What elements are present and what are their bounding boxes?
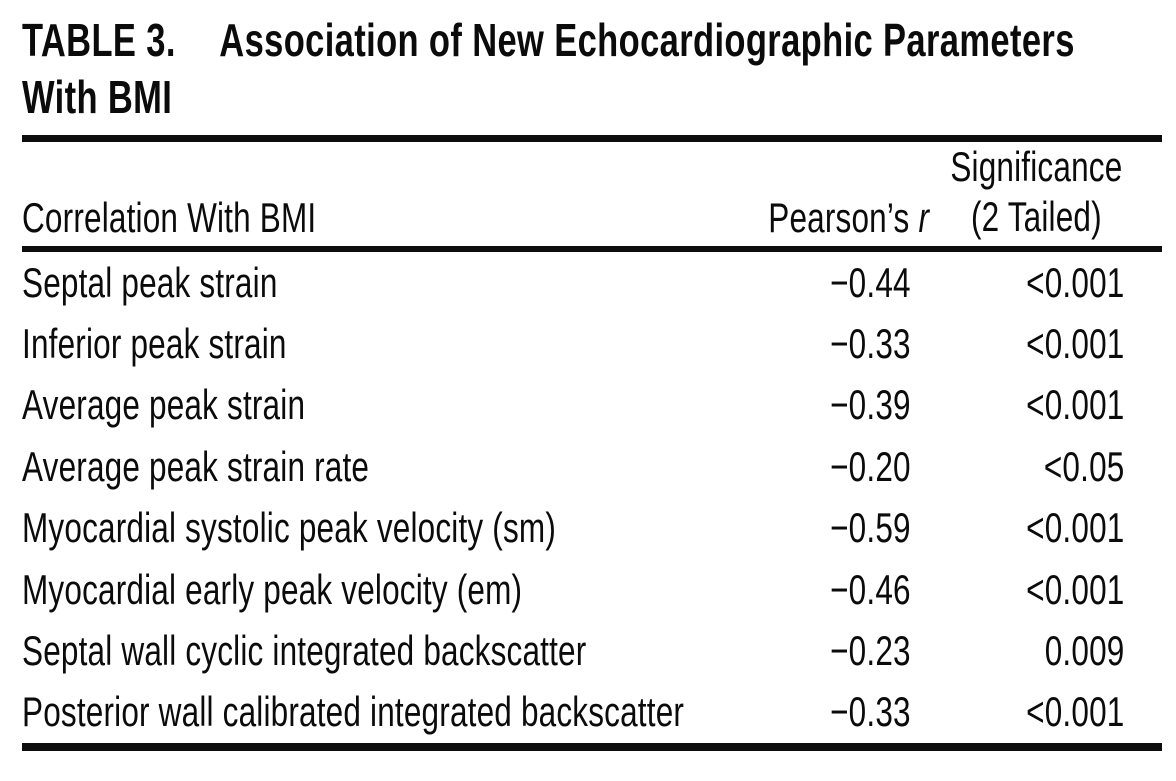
significance-header-line-1: Significance xyxy=(950,143,1123,190)
column-header-significance: Significance (2 Tailed) xyxy=(911,142,1162,242)
row-label: Septal wall cyclic integrated backscatte… xyxy=(22,627,587,675)
row-label: Septal peak strain xyxy=(22,258,278,306)
significance-value: <0.001 xyxy=(1026,258,1125,306)
significance-header-line-2: (2 Tailed) xyxy=(970,193,1102,240)
row-label: Posterior wall calibrated integrated bac… xyxy=(22,688,685,736)
table-number: TABLE 3. xyxy=(22,14,176,66)
significance-value: <0.001 xyxy=(1026,504,1125,552)
significance-value: <0.001 xyxy=(1026,688,1125,736)
pearson-r-value: −0.33 xyxy=(830,320,911,368)
pearson-label: Pearson’s xyxy=(768,194,910,241)
row-label: Average peak strain xyxy=(22,381,306,429)
pearson-r-value: −0.33 xyxy=(830,688,911,736)
table-header-row: Correlation With BMI Pearson’s r Signific… xyxy=(22,142,1162,246)
table-row: Posterior wall calibrated integrated bac… xyxy=(22,682,1162,743)
row-label: Myocardial early peak velocity (em) xyxy=(22,565,523,613)
table-figure: TABLE 3. Association of New Echocardiogra… xyxy=(22,12,1162,752)
significance-value: <0.05 xyxy=(1043,442,1125,490)
table-body: Septal peak strain −0.44 <0.001 Inferior… xyxy=(22,252,1162,743)
table-title-line-1: Association of New Echocardiographic Par… xyxy=(219,14,1075,66)
pearson-r-value: −0.44 xyxy=(830,258,911,306)
column-header-pearson-r: Pearson’s r xyxy=(768,194,929,242)
table-rule-bottom xyxy=(22,743,1162,752)
pearson-r-symbol: r xyxy=(918,194,930,241)
table-row: Myocardial systolic peak velocity (sm) −… xyxy=(22,498,1162,559)
table-row: Inferior peak strain −0.33 <0.001 xyxy=(22,313,1162,374)
table-rule-top xyxy=(22,135,1162,142)
table-row: Myocardial early peak velocity (em) −0.4… xyxy=(22,559,1162,620)
pearson-r-value: −0.59 xyxy=(830,504,911,552)
pearson-r-value: −0.39 xyxy=(830,381,911,429)
table-row: Septal peak strain −0.44 <0.001 xyxy=(22,252,1162,313)
significance-value: <0.001 xyxy=(1026,565,1125,613)
column-header-correlation: Correlation With BMI xyxy=(22,194,317,241)
table-row: Average peak strain rate −0.20 <0.05 xyxy=(22,436,1162,497)
pearson-r-value: −0.20 xyxy=(830,442,911,490)
significance-value: <0.001 xyxy=(1026,381,1125,429)
table-title-line-2: With BMI xyxy=(22,71,173,123)
row-label: Average peak strain rate xyxy=(22,442,370,490)
table-row: Septal wall cyclic integrated backscatte… xyxy=(22,620,1162,681)
significance-value: 0.009 xyxy=(1044,627,1125,675)
pearson-r-value: −0.23 xyxy=(830,627,911,675)
table-rule-header xyxy=(22,246,1162,252)
table-title: TABLE 3. Association of New Echocardiogra… xyxy=(22,12,1162,126)
significance-value: <0.001 xyxy=(1026,320,1125,368)
pearson-r-value: −0.46 xyxy=(830,565,911,613)
row-label: Inferior peak strain xyxy=(22,320,287,368)
row-label: Myocardial systolic peak velocity (sm) xyxy=(22,504,557,552)
table-row: Average peak strain −0.39 <0.001 xyxy=(22,375,1162,436)
